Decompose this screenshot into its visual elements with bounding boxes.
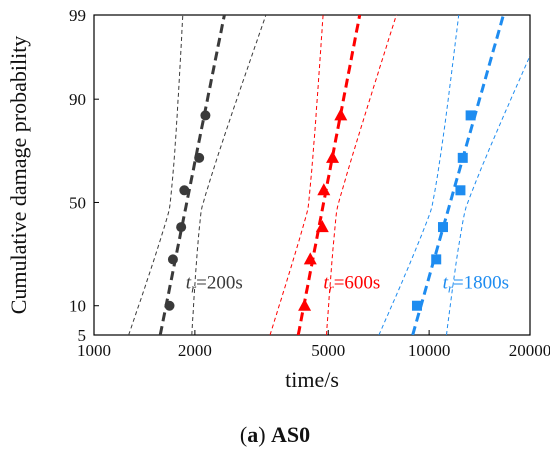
x-tick-label: 20000 xyxy=(509,341,550,360)
series-annotation: tr=1800s xyxy=(443,273,509,296)
caption-title: AS0 xyxy=(271,422,310,447)
data-point-square xyxy=(437,222,448,233)
annotation-value: =600s xyxy=(334,273,381,294)
caption-prefix: ( xyxy=(240,422,247,447)
annotation-value: =1800s xyxy=(453,273,509,294)
y-tick-label: 5 xyxy=(78,326,87,345)
caption-letter: a xyxy=(247,422,258,447)
data-point-circle xyxy=(179,185,190,196)
x-tick-label: 5000 xyxy=(311,341,345,360)
confidence-upper-line xyxy=(191,15,267,335)
data-point-triangle xyxy=(303,252,317,265)
plot-frame xyxy=(93,14,531,336)
annotation-subscript: r xyxy=(191,281,197,296)
data-point-circle xyxy=(176,222,187,233)
annotation-symbol: t xyxy=(186,273,192,294)
data-point-triangle xyxy=(315,220,329,233)
data-point-square xyxy=(465,110,476,121)
data-point-square xyxy=(457,152,468,163)
data-point-circle xyxy=(164,300,175,311)
fit-line xyxy=(158,15,226,335)
data-point-square xyxy=(431,254,442,265)
y-tick-label: 90 xyxy=(69,90,86,109)
y-tick-label: 10 xyxy=(69,297,86,316)
fit-lines xyxy=(128,15,530,335)
data-point-circle xyxy=(194,152,205,163)
annotation-subscript: r xyxy=(329,281,335,296)
caption-middle: ) xyxy=(258,422,271,447)
series-annotation: tr=600s xyxy=(323,273,380,296)
data-point-square xyxy=(455,185,466,196)
y-axis-ticks: 5 10 50 90 99 xyxy=(69,6,99,345)
data-point-triangle xyxy=(326,150,340,163)
data-point-triangle xyxy=(298,298,312,311)
confidence-upper-line xyxy=(326,15,397,335)
y-tick-label: 99 xyxy=(69,6,86,25)
series-annotation: tr=200s xyxy=(186,273,243,296)
annotation-subscript: r xyxy=(448,281,454,296)
x-tick-label: 1000 xyxy=(77,341,111,360)
figure-caption: (a) AS0 xyxy=(240,422,310,447)
x-axis-label: time/s xyxy=(285,367,339,392)
confidence-lower-line xyxy=(378,15,460,335)
confidence-upper-line xyxy=(446,54,530,335)
data-point-square xyxy=(411,300,422,311)
confidence-lower-line xyxy=(128,15,184,335)
y-tick-label: 50 xyxy=(69,193,86,212)
x-tick-label: 10000 xyxy=(408,341,451,360)
data-point-triangle xyxy=(334,108,348,121)
data-point-circle xyxy=(200,110,211,121)
annotation-symbol: t xyxy=(323,273,329,294)
x-axis-ticks: 1000 2000 5000 10000 20000 xyxy=(77,330,550,360)
data-point-circle xyxy=(167,254,178,265)
annotation-symbol: t xyxy=(443,273,449,294)
y-axis-label: Cumulative damage probability xyxy=(6,36,31,315)
annotation-value: =200s xyxy=(196,273,243,294)
fit-line xyxy=(296,15,362,335)
x-tick-label: 2000 xyxy=(178,341,212,360)
data-markers xyxy=(164,108,476,311)
data-point-triangle xyxy=(317,183,331,196)
series-annotations: tr=200s tr=600s tr=1800s xyxy=(186,273,509,296)
